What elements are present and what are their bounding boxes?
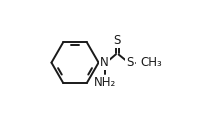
- Text: CH₃: CH₃: [140, 56, 162, 69]
- Text: S: S: [126, 56, 134, 69]
- Text: N: N: [100, 56, 109, 69]
- Text: S: S: [114, 34, 121, 47]
- Text: NH₂: NH₂: [94, 76, 116, 89]
